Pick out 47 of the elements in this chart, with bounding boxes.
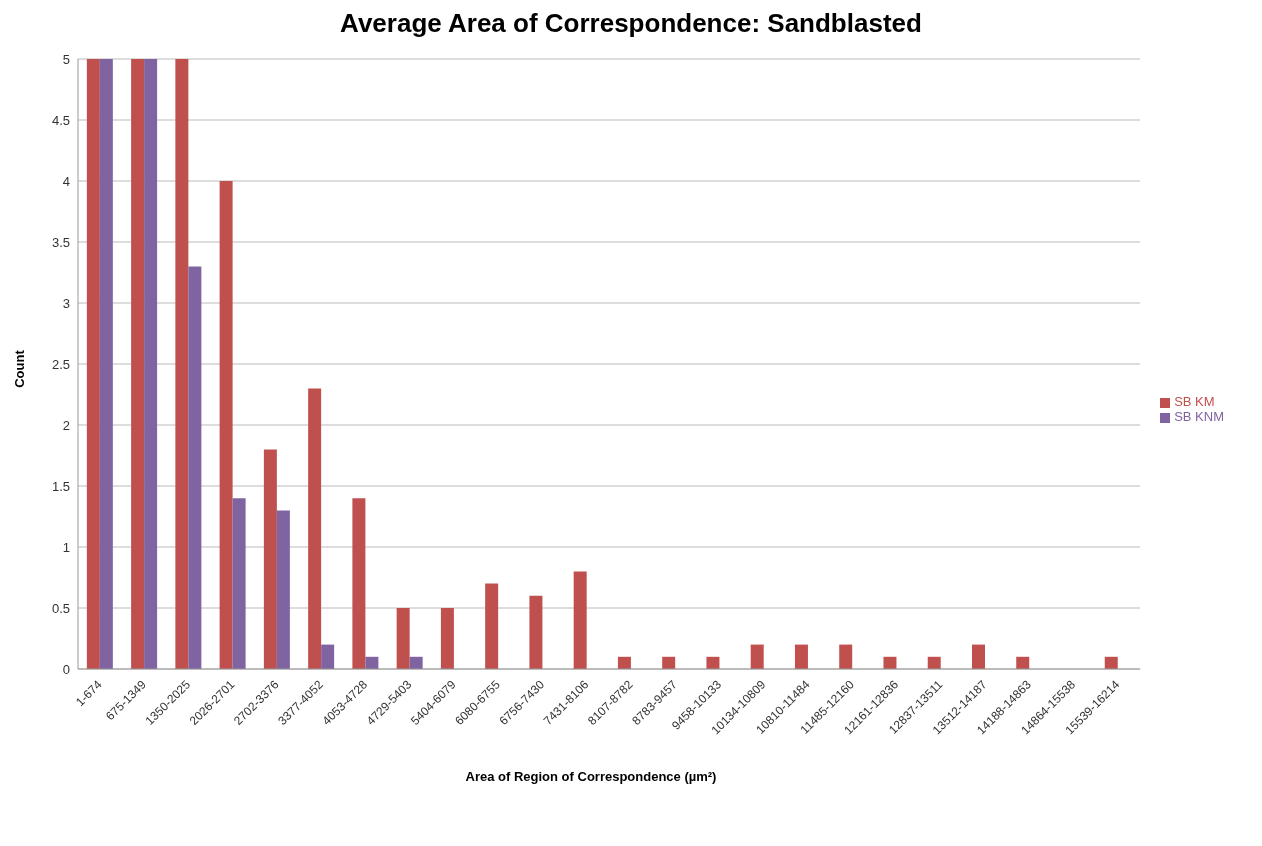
bar [485, 583, 499, 669]
bar [529, 595, 543, 669]
y-tick-label: 3 [62, 295, 70, 311]
bar [131, 59, 145, 669]
y-tick-label: 4.5 [51, 112, 70, 128]
bar [263, 449, 277, 669]
bar [219, 181, 233, 669]
bar [440, 608, 454, 669]
bar [276, 510, 290, 669]
bar [617, 656, 631, 669]
bar [573, 571, 587, 669]
bar [883, 656, 897, 669]
chart-title: Average Area of Correspondence: Sandblasted [339, 8, 923, 39]
legend-label: SB KM [1174, 394, 1215, 409]
bar [321, 644, 335, 669]
x-axis-title: Area of Region of Correspondence (µm²) [464, 769, 718, 784]
bar [308, 388, 322, 669]
bar [352, 498, 366, 669]
bar [232, 498, 246, 669]
bar [175, 59, 189, 669]
y-tick-label: 5 [62, 51, 70, 67]
bar [927, 656, 941, 669]
legend-label: SB KNM [1174, 409, 1224, 424]
bar [396, 608, 410, 669]
bar [706, 656, 720, 669]
bar [794, 644, 808, 669]
y-tick-label: 2 [62, 417, 70, 433]
bar [1104, 656, 1118, 669]
y-tick-label: 1 [62, 539, 70, 555]
bar [750, 644, 764, 669]
y-tick-label: 0.5 [51, 600, 70, 616]
bar [662, 656, 676, 669]
y-tick-label: 1.5 [51, 478, 70, 494]
y-tick-label: 3.5 [51, 234, 70, 250]
bar [839, 644, 853, 669]
y-tick-label: 2.5 [51, 356, 70, 372]
bar [971, 644, 985, 669]
y-tick-label: 4 [62, 173, 70, 189]
y-tick-label: 0 [62, 661, 70, 677]
bar [188, 266, 202, 669]
y-axis-title: Count [12, 350, 27, 388]
bar [86, 59, 100, 669]
bar [409, 656, 423, 669]
bar [365, 656, 379, 669]
bar [144, 59, 158, 669]
bar [99, 59, 113, 669]
bar [1016, 656, 1030, 669]
